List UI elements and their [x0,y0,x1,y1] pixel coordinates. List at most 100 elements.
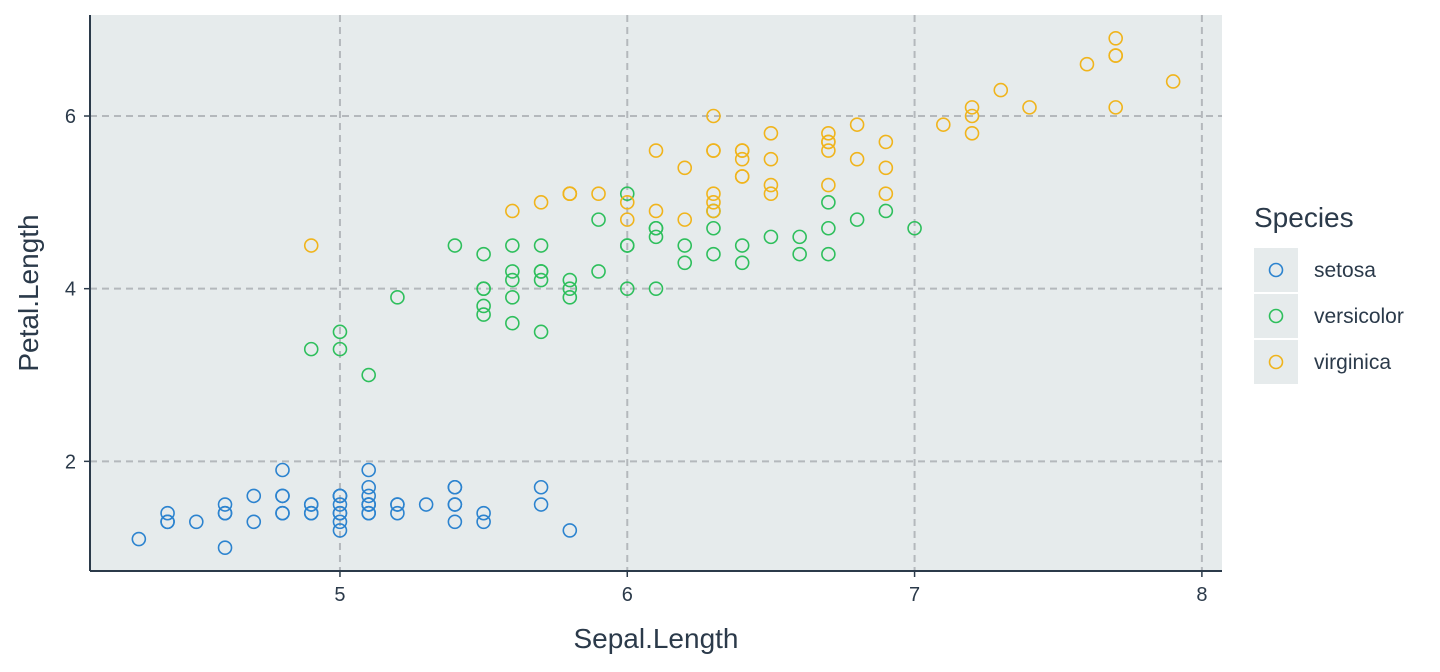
data-point-virginica [648,203,664,219]
data-point-setosa [447,497,463,512]
data-point-virginica [936,117,951,132]
data-point-versicolor [821,246,836,262]
data-point-versicolor [505,238,520,253]
data-point-virginica [562,186,578,202]
data-point-versicolor [677,255,693,271]
data-point-versicolor [533,264,549,279]
data-point-versicolor [821,195,836,210]
data-point-setosa [418,497,434,512]
data-point-setosa [361,505,376,521]
data-point-virginica [878,160,894,176]
data-point-virginica [1165,74,1181,89]
data-point-versicolor [562,281,578,296]
data-point-virginica [821,134,836,150]
data-point-setosa [447,479,463,495]
data-point-versicolor [706,220,721,236]
data-point-versicolor [533,272,549,288]
data-point-versicolor [505,290,520,305]
data-point-virginica [821,143,836,158]
data-point-setosa [476,514,491,530]
data-point-setosa [189,514,204,530]
data-point-versicolor [706,246,721,262]
data-point-virginica [763,186,779,202]
data-point-virginica [677,212,693,227]
data-point-virginica [821,125,836,141]
data-point-virginica [849,151,865,167]
data-point-versicolor [619,186,635,202]
x-tick-label: 7 [909,584,920,606]
data-point-versicolor [332,324,348,340]
data-point-versicolor [476,281,491,296]
data-point-setosa [390,505,405,521]
data-point-versicolor [677,238,693,253]
data-point-versicolor [447,238,463,253]
y-axis-title: Petal.Length [13,214,44,371]
legend-title: Species [1254,202,1354,233]
data-point-virginica [1079,56,1095,72]
data-point-versicolor [763,229,779,245]
legend: Species setosa versicolor virginica [1254,202,1404,384]
data-point-versicolor [476,298,491,314]
data-point-versicolor [533,324,549,340]
data-point-setosa [131,531,147,547]
data-point-versicolor [792,246,807,262]
data-point-versicolor [303,341,319,357]
data-point-versicolor [390,290,405,305]
data-point-versicolor [619,238,635,253]
data-point-setosa [533,497,549,512]
data-point-versicolor [361,367,376,383]
data-point-setosa [562,523,578,538]
data-point-setosa [160,505,175,521]
data-point-virginica [763,151,779,167]
data-point-setosa [332,514,348,530]
x-tick-label: 6 [622,584,633,606]
data-point-virginica [964,108,980,124]
data-point-versicolor [734,238,750,253]
data-point-virginica [706,108,721,124]
data-point-setosa [303,505,319,521]
data-point-setosa [217,497,233,512]
legend-symbol-setosa [1268,262,1284,278]
data-point-versicolor [562,290,578,305]
data-point-virginica [878,186,894,202]
data-point-virginica [648,143,664,158]
x-tick-label: 8 [1196,584,1207,606]
legend-key-setosa [1254,248,1298,292]
data-point-setosa [303,497,319,512]
x-axis-title: Sepal.Length [573,623,738,654]
data-point-versicolor [849,212,865,227]
data-point-setosa [246,488,262,504]
data-point-setosa [275,505,290,521]
data-point-setosa [332,488,348,504]
legend-key-versicolor [1254,294,1298,338]
data-point-virginica [706,186,721,202]
legend-label-versicolor: versicolor [1314,305,1404,328]
data-point-versicolor [648,281,664,296]
data-point-versicolor [591,212,606,227]
data-point-versicolor [591,264,606,279]
data-point-virginica [734,169,750,184]
data-point-virginica [849,117,865,132]
data-point-setosa [332,497,348,512]
data-point-virginica [706,143,721,158]
legend-key-virginica [1254,340,1298,384]
data-point-virginica [706,195,721,210]
data-point-virginica [1108,31,1123,46]
data-point-virginica [677,160,693,176]
data-point-versicolor [878,203,894,219]
y-tick-label: 6 [65,106,76,128]
data-point-versicolor [505,264,520,279]
data-point-virginica [763,177,779,193]
data-point-setosa [332,523,348,538]
data-point-virginica [303,238,319,253]
data-point-setosa [361,479,376,495]
data-point-virginica [706,203,721,219]
data-point-setosa [533,479,549,495]
grid-lines [90,15,1222,571]
data-point-versicolor [821,220,836,236]
data-point-versicolor [505,315,520,331]
data-point-versicolor [619,281,635,296]
data-point-virginica [821,177,836,193]
data-point-versicolor [562,272,578,288]
